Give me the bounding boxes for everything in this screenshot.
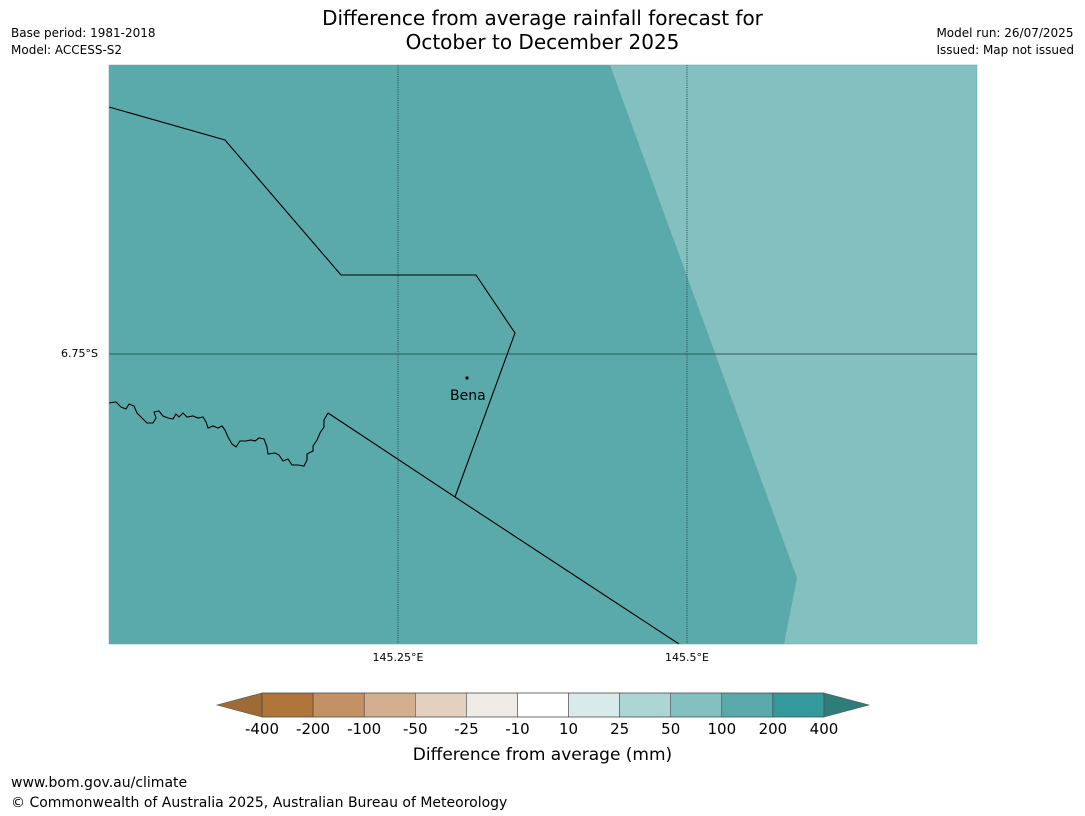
meta-right: Model run: 26/07/2025 Issued: Map not is… bbox=[936, 25, 1074, 59]
issued-text: Issued: Map not issued bbox=[936, 43, 1074, 57]
model-run-text: Model run: 26/07/2025 bbox=[936, 26, 1074, 40]
province-boundary-north bbox=[108, 106, 516, 498]
colorbar-tick-label: -400 bbox=[244, 720, 280, 738]
colorbar-segment bbox=[517, 692, 569, 718]
bena-location-dot bbox=[465, 376, 469, 380]
meta-left: Base period: 1981-2018 Model: ACCESS-S2 bbox=[11, 25, 156, 59]
colorbar-tick-label: -100 bbox=[347, 720, 382, 738]
colorbar-extend-high bbox=[823, 692, 871, 718]
colorbar-extend-low bbox=[215, 692, 263, 718]
lon-tick-label-1: 145.25°E bbox=[372, 651, 424, 664]
colorbar-segment bbox=[261, 692, 314, 718]
colorbar-segment bbox=[415, 692, 467, 718]
colorbar-tick-label: -10 bbox=[505, 720, 530, 738]
colorbar-segment bbox=[721, 692, 774, 718]
map-frame bbox=[108, 64, 978, 645]
base-period-text: Base period: 1981-2018 bbox=[11, 26, 156, 40]
colorbar-tick-label: -200 bbox=[296, 720, 331, 738]
colorbar-segment bbox=[466, 692, 518, 718]
colorbar-segment bbox=[772, 692, 825, 718]
colorbar-tick-label: -25 bbox=[454, 720, 479, 738]
colorbar-segment bbox=[670, 692, 723, 718]
colorbar-tick-label: 25 bbox=[610, 720, 630, 738]
colorbar-segment bbox=[568, 692, 620, 718]
colorbar-tick-label: 100 bbox=[707, 720, 737, 738]
province-boundary-south bbox=[327, 412, 680, 645]
footer-copyright: © Commonwealth of Australia 2025, Austra… bbox=[11, 795, 508, 811]
map-title-line-2: October to December 2025 bbox=[405, 30, 680, 54]
colorbar-tick-label: 50 bbox=[661, 720, 681, 738]
colorbar-tick-label: -50 bbox=[403, 720, 428, 738]
colorbar-tick-label: 200 bbox=[758, 720, 788, 738]
footer-url: www.bom.gov.au/climate bbox=[11, 775, 188, 791]
model-text: Model: ACCESS-S2 bbox=[11, 43, 123, 57]
colorbar-tick-label: 10 bbox=[558, 720, 579, 738]
colorbar-segment bbox=[619, 692, 671, 718]
colorbar-segment bbox=[363, 692, 416, 718]
river-boundary bbox=[108, 401, 329, 467]
map-title: Difference from average rainfall forecas… bbox=[0, 6, 1085, 54]
colorbar-segment bbox=[312, 692, 365, 718]
lat-tick-label: 6.75°S bbox=[61, 347, 98, 360]
lon-tick-label-2: 145.5°E bbox=[665, 651, 709, 664]
place-label-bena: Bena bbox=[450, 388, 486, 404]
colorbar-segments bbox=[215, 692, 871, 718]
colorbar-tick-label: 400 bbox=[809, 720, 839, 738]
colorbar-frame bbox=[261, 692, 825, 718]
colorbar-title: Difference from average (mm) bbox=[412, 745, 673, 765]
map-title-line-1: Difference from average rainfall forecas… bbox=[322, 6, 763, 30]
